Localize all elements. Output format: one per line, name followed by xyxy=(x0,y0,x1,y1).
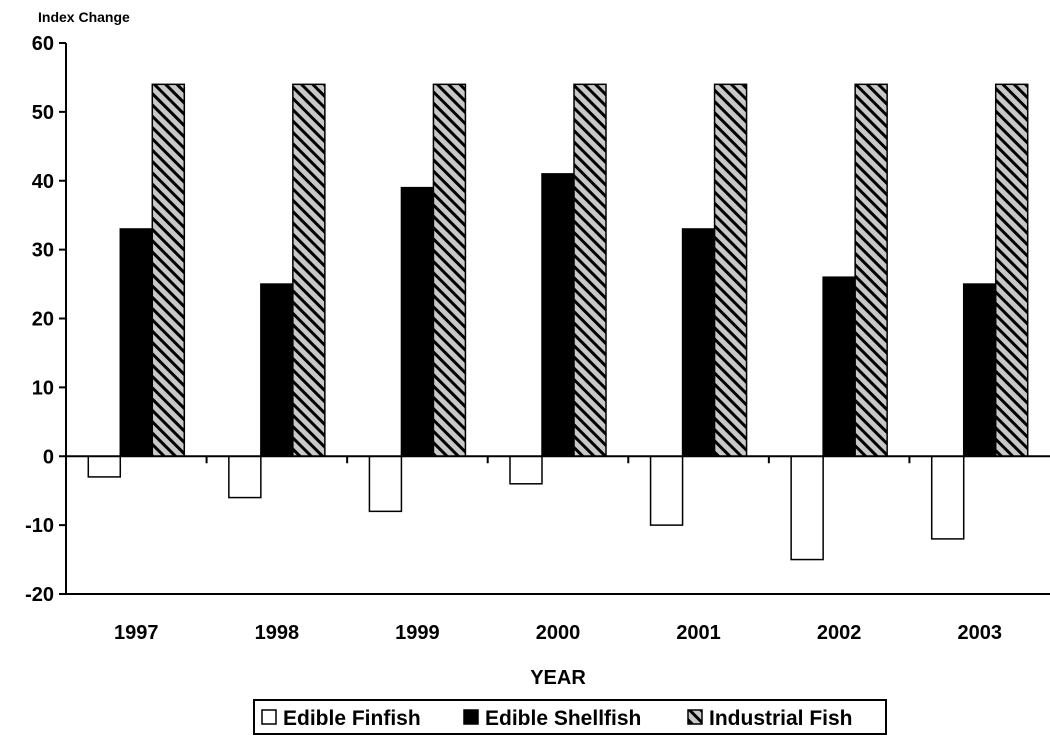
axes xyxy=(65,43,1050,595)
bar-industrial-fish-1997 xyxy=(151,83,186,457)
bars xyxy=(87,83,1029,561)
bar-industrial-fish-2001 xyxy=(713,83,748,457)
bar-edible-shellfish-1998 xyxy=(260,283,294,457)
x-axis-title: YEAR xyxy=(530,667,586,689)
y-tick-label: 10 xyxy=(32,377,54,399)
bar-edible-shellfish-1997 xyxy=(119,228,154,457)
x-tick-label: 2003 xyxy=(957,622,1002,644)
y-tick-label: -20 xyxy=(25,584,54,606)
legend-box xyxy=(253,699,887,735)
bar-industrial-fish-2003 xyxy=(994,83,1029,457)
bar-industrial-fish-2000 xyxy=(573,83,607,457)
bar-edible-shellfish-2002 xyxy=(822,276,856,457)
y-tick-label: 0 xyxy=(43,446,54,468)
bar-edible-finfish-2000 xyxy=(509,455,543,485)
legend-swatch-edible-shellfish xyxy=(463,709,479,725)
y-axis-title: Index Change xyxy=(38,9,130,25)
bar-industrial-fish-1998 xyxy=(292,83,326,457)
y-tick-label: 30 xyxy=(32,240,54,262)
legend-swatch-industrial-fish xyxy=(687,709,703,725)
y-tick-label: 50 xyxy=(32,102,54,124)
x-tick-label: 2002 xyxy=(817,622,862,644)
bar-edible-shellfish-1999 xyxy=(400,186,435,457)
bar-edible-finfish-1997 xyxy=(87,455,122,478)
y-axis: -20 -10 0 10 20 30 40 50 60 xyxy=(25,33,66,606)
y-tick-label: 60 xyxy=(32,33,54,55)
legend-label-edible-shellfish: Edible Shellfish xyxy=(485,707,641,730)
x-tick-label: 1999 xyxy=(395,622,440,644)
legend-label-industrial-fish: Industrial Fish xyxy=(709,707,853,730)
x-tick-label: 1997 xyxy=(114,622,159,644)
bar-edible-shellfish-2000 xyxy=(541,173,575,458)
x-axis: 1997 1998 1999 2000 2001 2002 2003 xyxy=(114,622,1002,644)
x-tick-label: 2000 xyxy=(536,622,581,644)
y-tick-label: -10 xyxy=(25,515,54,537)
bar-edible-finfish-2003 xyxy=(930,455,965,540)
bar-edible-shellfish-2001 xyxy=(681,228,716,457)
y-tick-label: 40 xyxy=(32,171,54,193)
bar-edible-shellfish-2003 xyxy=(962,283,997,457)
x-tick-label: 2001 xyxy=(676,622,721,644)
bar-edible-finfish-1998 xyxy=(228,455,262,499)
legend: Edible Finfish Edible Shellfish Industri… xyxy=(253,699,887,735)
bar-edible-finfish-2001 xyxy=(649,455,684,526)
bar-edible-finfish-2002 xyxy=(790,455,824,561)
bar-industrial-fish-2002 xyxy=(854,83,888,457)
legend-swatch-edible-finfish xyxy=(261,709,277,725)
y-tick-label: 20 xyxy=(32,309,54,331)
bar-industrial-fish-1999 xyxy=(432,83,467,457)
bar-edible-finfish-1999 xyxy=(368,455,403,513)
legend-label-edible-finfish: Edible Finfish xyxy=(283,707,421,730)
x-tick-label: 1998 xyxy=(255,622,300,644)
